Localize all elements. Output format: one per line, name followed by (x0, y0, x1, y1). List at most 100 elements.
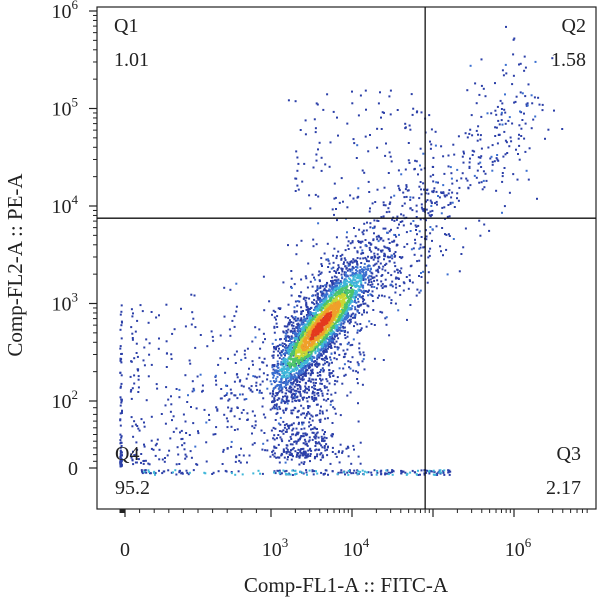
event-point (279, 343, 282, 346)
event-point (278, 430, 281, 432)
event-point (347, 470, 350, 472)
event-point (312, 378, 315, 381)
event-point (347, 360, 350, 363)
event-point (320, 314, 323, 317)
event-point (503, 130, 506, 133)
event-point (204, 472, 207, 475)
event-point (308, 354, 311, 357)
event-point (334, 298, 337, 301)
event-point (282, 448, 285, 451)
event-point (524, 122, 527, 125)
event-point (336, 330, 339, 333)
event-point (482, 87, 485, 90)
event-point (307, 340, 310, 343)
event-point (461, 155, 464, 158)
event-point (327, 333, 330, 335)
event-point (252, 472, 255, 475)
event-point (120, 412, 123, 414)
event-point (419, 181, 422, 183)
event-point (324, 431, 326, 433)
event-point (339, 290, 342, 292)
event-point (340, 322, 343, 325)
event-point (297, 448, 300, 451)
event-point (293, 345, 295, 348)
event-point (331, 446, 334, 449)
event-point (422, 246, 425, 249)
event-point (242, 385, 245, 388)
plot-frame (96, 6, 597, 510)
event-point (370, 243, 373, 246)
event-point (432, 469, 435, 472)
event-point (299, 470, 302, 473)
event-point (466, 89, 469, 92)
event-point (293, 385, 296, 388)
event-point (321, 354, 323, 357)
event-point (445, 194, 448, 197)
event-point (274, 394, 277, 397)
event-point (405, 473, 408, 476)
event-point (303, 372, 306, 375)
event-point (296, 453, 299, 456)
event-point (360, 282, 363, 285)
event-point (370, 473, 373, 476)
event-point (297, 431, 300, 434)
event-point (276, 393, 279, 396)
event-point (243, 398, 246, 401)
event-point (293, 406, 296, 409)
event-point (316, 285, 319, 288)
event-point (385, 211, 388, 214)
event-point (307, 307, 310, 310)
event-point (287, 399, 290, 402)
event-point (331, 208, 334, 211)
event-point (339, 343, 342, 346)
event-point (358, 228, 361, 231)
event-point (400, 267, 403, 270)
event-point (469, 157, 471, 160)
event-point (290, 390, 293, 393)
event-point (402, 191, 405, 194)
event-point (137, 391, 140, 393)
event-point (427, 271, 430, 274)
event-point (341, 267, 344, 270)
event-point (219, 357, 222, 360)
event-point (442, 254, 444, 257)
event-point (275, 456, 278, 459)
event-point (293, 311, 296, 314)
event-point (441, 227, 444, 229)
event-point (315, 345, 318, 348)
event-point (290, 424, 293, 427)
event-point (496, 154, 499, 156)
event-point (300, 344, 303, 347)
event-point (365, 229, 368, 232)
event-point (335, 257, 338, 260)
event-point (357, 187, 360, 190)
event-point (285, 451, 288, 453)
event-point (298, 366, 301, 368)
event-point (310, 317, 313, 320)
event-point (342, 285, 345, 288)
event-point (150, 447, 153, 450)
event-point (356, 361, 359, 364)
event-point (332, 338, 335, 341)
event-point (315, 314, 318, 316)
event-point (313, 394, 316, 397)
event-point (332, 291, 335, 293)
event-point (323, 294, 326, 297)
event-point (404, 126, 407, 129)
event-point (291, 364, 294, 367)
event-point (338, 288, 341, 291)
event-point (415, 204, 418, 207)
event-point (319, 388, 322, 391)
event-point (119, 357, 122, 360)
event-point (305, 365, 308, 368)
event-point (397, 277, 400, 280)
event-point (310, 334, 313, 336)
event-point (504, 153, 507, 156)
event-point (408, 161, 411, 164)
event-point (314, 360, 317, 362)
event-point (356, 378, 359, 380)
event-point (303, 438, 306, 441)
event-point (359, 240, 362, 243)
event-point (185, 432, 188, 434)
event-point (321, 343, 324, 346)
